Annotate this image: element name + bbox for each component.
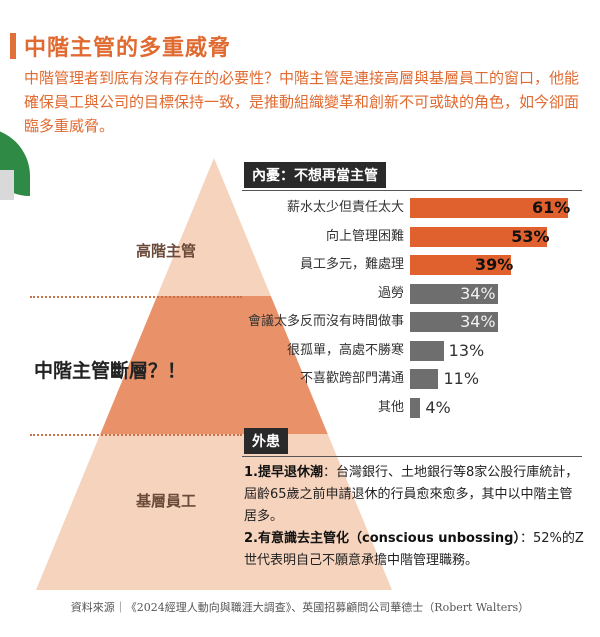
bar [410,397,421,418]
external-item-1-text: ：台灣銀行、土地銀行等8家公股行庫統計，屆齡65歲之前申請退休的行員愈來愈多，其… [244,465,579,524]
external-item-1: 1.提早退休潮：台灣銀行、土地銀行等8家公股行庫統計，屆齡65歲之前申請退休的行… [244,462,584,528]
bar-value-label: 11% [443,369,480,388]
pyramid-label-middle: 中階主管斷層？！ [34,360,187,382]
external-threats-text: 1.提早退休潮：台灣銀行、土地銀行等8家公股行庫統計，屆齡65歲之前申請退休的行… [244,462,584,572]
bar-label: 過勞 [377,285,404,301]
source-note: 資料來源｜《2024經理人動向與職涯大調查》、英國招募顧問公司華德士（Rober… [70,601,530,614]
plant-pot-decoration [0,170,14,200]
external-item-2: 2.有意識去主管化（conscious unbossing）：52%的Z世代表明… [244,528,584,572]
bar-value-label: 53% [511,226,550,246]
pyramid-label-top: 高階主管 [136,242,197,260]
bar-value-label: 39% [475,255,514,274]
bar-value-label: 34% [460,283,496,303]
bar-label: 薪水太少但責任太大 [286,200,404,215]
bar-value-label: 13% [448,340,485,360]
pyramid-bottom-tier [36,434,392,590]
tier-divider-lower [30,434,242,436]
external-header-rule [242,456,582,457]
bar-value-label: 61% [532,198,571,217]
page-title: 中階主管的多重威脅 [24,36,232,61]
bar-label: 很孤單，高處不勝寒 [286,342,404,358]
bar [410,340,444,361]
bar [410,312,499,332]
external-heading: 外患 [244,428,288,454]
bar-label: 會議太多反而沒有時間做事 [247,314,404,329]
external-item-2-text: ：52%的Z世代表明自己不願意承擔中階管理職務。 [244,531,584,568]
bar-label: 員工多元，難處理 [299,257,404,272]
bar [410,255,512,275]
bar-label: 其他 [377,399,404,415]
bar [410,369,439,389]
external-item-2-title: 2.有意識去主管化（conscious unbossing） [244,531,520,546]
bar [410,198,568,218]
bar [410,283,499,304]
tier-divider-upper [30,296,242,298]
pyramid-label-bottom: 基層員工 [136,492,197,510]
bar-label: 向上管理困難 [325,228,404,244]
external-item-1-title: 1.提早退休潮 [244,465,323,480]
bar-value-label: 4% [425,397,451,417]
title-accent-bar [10,33,16,59]
chart-title: 內憂：不想再當主管 [244,162,386,188]
bar [410,226,548,247]
chart-header-rule [242,190,582,191]
bar-value-label: 34% [460,312,496,331]
bar-label: 不喜歡跨部門溝通 [299,371,404,386]
intro-paragraph: 中階管理者到底有沒有存在的必要性？中階主管是連接高層與基層員工的窗口，他能確保員… [24,69,580,135]
